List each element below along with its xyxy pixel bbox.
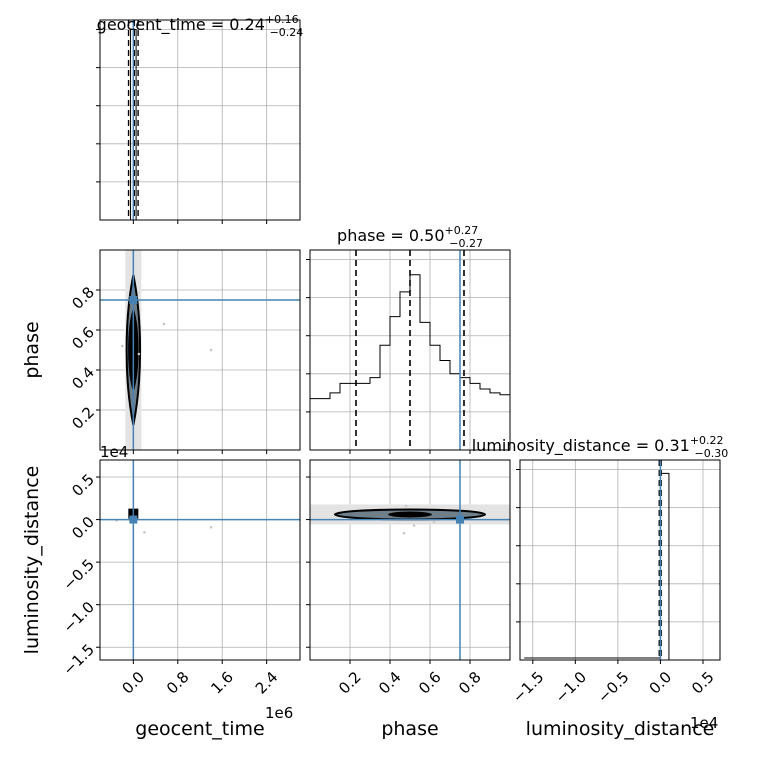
- truth-marker: [456, 515, 464, 524]
- x-tick-label: 0.8: [163, 668, 193, 698]
- panel-border: [99, 249, 301, 451]
- x-tick-label: 0.0: [118, 668, 148, 698]
- y-tick-label: 0.5: [68, 470, 98, 500]
- panel-phase-vs-luminosity_distance: [310, 460, 510, 660]
- y-tick-label: 0.4: [68, 363, 98, 393]
- x-axis-label-luminosity_distance: luminosity_distance: [526, 718, 715, 740]
- scatter-point: [209, 348, 213, 352]
- x-tick-label: −0.5: [594, 668, 632, 706]
- x-offset-label-geocent_time: 1e6: [265, 704, 293, 722]
- x-tick-label: −1.5: [509, 668, 547, 706]
- title-luminosity_distance: luminosity_distance = 0.31+0.22 −0.30: [472, 434, 729, 460]
- y-tick-label: 0.6: [68, 323, 98, 353]
- truth-marker: [129, 515, 138, 524]
- y-axis-label-luminosity_distance: luminosity_distance: [21, 466, 43, 655]
- scatter-point: [137, 352, 141, 356]
- y-tick-label: −1.5: [60, 641, 98, 679]
- x-tick-label: 0.0: [646, 668, 676, 698]
- x-axis-label-geocent_time: geocent_time: [135, 718, 264, 740]
- contour-inner: [388, 511, 432, 518]
- panel-border: [99, 459, 301, 661]
- x-tick-label: −1.0: [552, 668, 590, 706]
- scatter-point: [412, 524, 416, 527]
- scatter-point: [209, 525, 213, 529]
- y-tick-label: 0.8: [68, 283, 98, 313]
- panel-border: [309, 249, 511, 451]
- histogram-phase: [310, 274, 510, 400]
- y-tick-label: 0.2: [68, 403, 98, 433]
- panel-border: [99, 19, 301, 221]
- panel-border: [309, 459, 511, 661]
- scatter-point: [143, 531, 146, 534]
- x-offset-label-luminosity_distance: 1e4: [690, 714, 718, 732]
- panel-luminosity_distance-hist: [520, 460, 720, 660]
- x-axis-label-phase: phase: [381, 718, 438, 740]
- panel-border: [519, 459, 721, 661]
- y-tick-label: −0.5: [60, 555, 98, 593]
- x-tick-label: 2.4: [252, 668, 282, 698]
- y-tick-label: 0.0: [68, 513, 98, 543]
- panel-geocent_time-vs-luminosity_distance: [100, 460, 300, 660]
- y-axis-label-phase: phase: [21, 321, 43, 378]
- x-tick-label: 0.5: [688, 668, 718, 698]
- x-tick-label: 1.6: [207, 668, 237, 698]
- scatter-point: [404, 504, 408, 508]
- scatter-point: [402, 531, 406, 535]
- histogram-luminosity_distance: [524, 472, 670, 660]
- x-tick-label: 0.8: [455, 668, 485, 698]
- panel-geocent_time-hist: [100, 20, 300, 220]
- x-tick-label: 0.2: [335, 668, 365, 698]
- title-geocent_time: geocent_time = 0.24+0.16 −0.24: [97, 13, 304, 39]
- y-tick-label: −1.0: [60, 598, 98, 636]
- scatter-point: [120, 344, 124, 348]
- y-offset-label-luminosity_distance: 1e4: [100, 443, 128, 461]
- x-tick-label: 0.6: [415, 668, 445, 698]
- scatter-point: [432, 520, 436, 524]
- truth-marker: [129, 296, 138, 304]
- title-phase: phase = 0.50+0.27 −0.27: [337, 224, 483, 250]
- scatter-point: [162, 322, 166, 326]
- x-tick-label: 0.4: [375, 668, 405, 698]
